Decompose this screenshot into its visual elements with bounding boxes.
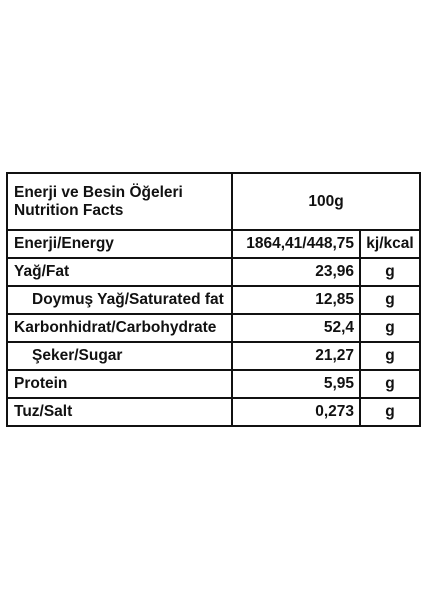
- nutrient-unit: g: [359, 369, 421, 399]
- table-title-english: Nutrition Facts: [14, 201, 124, 219]
- nutrient-unit: g: [359, 313, 421, 343]
- nutrient-value: 21,27: [231, 341, 361, 371]
- nutrient-label: Şeker/Sugar: [6, 341, 233, 371]
- nutrient-value: 52,4: [231, 313, 361, 343]
- nutrient-value: 12,85: [231, 285, 361, 315]
- nutrient-unit: g: [359, 257, 421, 287]
- nutrient-label: Protein: [6, 369, 233, 399]
- table-header-row: Enerji ve Besin Öğeleri Nutrition Facts …: [6, 172, 421, 231]
- table-row-protein: Protein 5,95 g: [6, 369, 421, 399]
- table-row-fat: Yağ/Fat 23,96 g: [6, 257, 421, 287]
- table-row-carbohydrate: Karbonhidrat/Carbohydrate 52,4 g: [6, 313, 421, 343]
- serving-size-header: 100g: [231, 172, 421, 231]
- table-title-cell: Enerji ve Besin Öğeleri Nutrition Facts: [6, 172, 233, 231]
- nutrient-label: Tuz/Salt: [6, 397, 233, 427]
- table-row-sugar: Şeker/Sugar 21,27 g: [6, 341, 421, 371]
- nutrient-label: Doymuş Yağ/Saturated fat: [6, 285, 233, 315]
- nutrient-unit: g: [359, 341, 421, 371]
- nutrition-facts-table: Enerji ve Besin Öğeleri Nutrition Facts …: [6, 172, 421, 427]
- nutrient-value: 1864,41/448,75: [231, 229, 361, 259]
- nutrient-value: 0,273: [231, 397, 361, 427]
- table-row-energy: Enerji/Energy 1864,41/448,75 kj/kcal: [6, 229, 421, 259]
- nutrient-unit: g: [359, 397, 421, 427]
- nutrient-label: Enerji/Energy: [6, 229, 233, 259]
- table-row-salt: Tuz/Salt 0,273 g: [6, 397, 421, 427]
- nutrient-unit: kj/kcal: [359, 229, 421, 259]
- nutrient-value: 23,96: [231, 257, 361, 287]
- table-title-turkish: Enerji ve Besin Öğeleri: [14, 183, 183, 201]
- nutrient-unit: g: [359, 285, 421, 315]
- table-row-saturated-fat: Doymuş Yağ/Saturated fat 12,85 g: [6, 285, 421, 315]
- nutrient-value: 5,95: [231, 369, 361, 399]
- nutrient-label: Karbonhidrat/Carbohydrate: [6, 313, 233, 343]
- nutrient-label: Yağ/Fat: [6, 257, 233, 287]
